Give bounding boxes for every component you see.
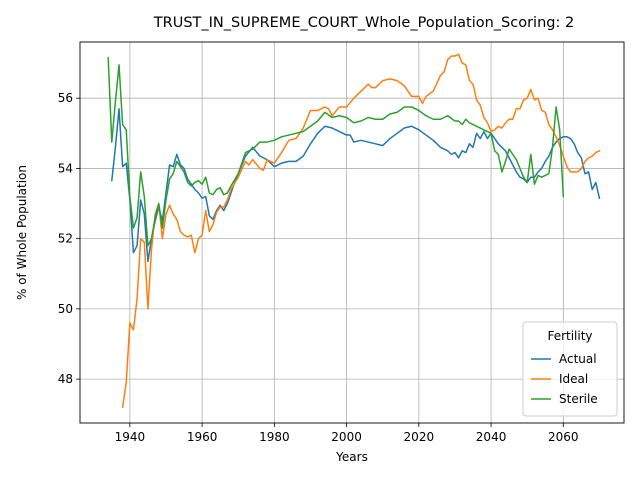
x-axis-label: Years (335, 450, 368, 464)
y-tick-label: 56 (58, 91, 73, 105)
legend-title: Fertility (547, 329, 592, 343)
legend: Fertility Actual Ideal Sterile (522, 321, 618, 417)
series-lines (107, 53, 601, 409)
series-line-ideal (121, 53, 601, 409)
y-tick-label: 48 (58, 372, 73, 386)
y-tick-label: 50 (58, 302, 73, 316)
x-tick-label: 1960 (187, 430, 218, 444)
y-axis-label: % of Whole Population (15, 165, 29, 300)
x-tick-label: 2040 (476, 430, 507, 444)
legend-label-ideal: Ideal (559, 372, 588, 386)
chart-title: TRUST_IN_SUPREME_COURT_Whole_Population_… (153, 15, 574, 31)
legend-box (522, 321, 618, 417)
y-tick-label: 52 (58, 232, 73, 246)
plot-frame (79, 41, 625, 424)
y-tick-label: 54 (58, 161, 73, 175)
y-axis-ticks: 48 50 52 54 56 (58, 91, 80, 386)
legend-entries: Actual Ideal Sterile (531, 352, 598, 406)
x-tick-label: 2060 (548, 430, 579, 444)
x-axis-ticks: 1940 1960 1980 2000 2020 2040 2060 (115, 423, 579, 444)
x-tick-label: 1980 (259, 430, 290, 444)
legend-label-actual: Actual (559, 352, 597, 366)
x-tick-label: 2020 (404, 430, 435, 444)
series-line-sterile (107, 57, 565, 247)
legend-label-sterile: Sterile (559, 392, 598, 406)
x-tick-label: 2000 (331, 430, 362, 444)
x-tick-label: 1940 (115, 430, 146, 444)
series-line-actual (110, 107, 601, 263)
